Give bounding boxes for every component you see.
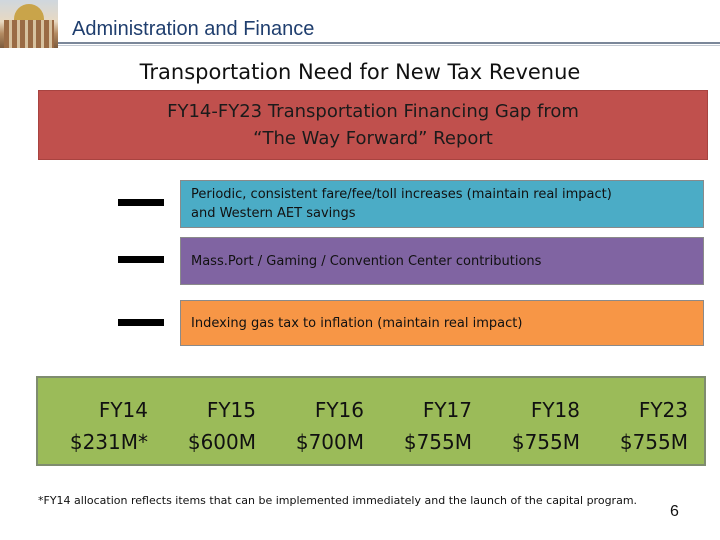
fy-year: FY17	[422, 398, 472, 422]
slide-title: Transportation Need for New Tax Revenue	[139, 60, 581, 84]
fy-amount: $700M	[295, 430, 364, 454]
fy-amount: $600M	[187, 430, 256, 454]
footnote: *FY14 allocation reflects items that can…	[38, 494, 638, 507]
fy-year: FY16	[314, 398, 364, 422]
gas-tax-box: Indexing gas tax to inflation (maintain …	[180, 300, 704, 346]
minus-sign-icon	[118, 256, 164, 263]
fy-amount: $755M	[619, 430, 688, 454]
financing-gap-box: FY14-FY23 Transportation Financing Gap f…	[38, 90, 708, 160]
fy-column: FY17 $755M	[362, 394, 472, 458]
fy-column: FY23 $755M	[578, 394, 688, 458]
fiscal-year-need-box: FY14 $231M* FY15 $600M FY16 $700M FY17 $…	[36, 376, 706, 466]
fy-year: FY23	[638, 398, 688, 422]
fare-increase-box: Periodic, consistent fare/fee/toll incre…	[180, 180, 704, 228]
fy-column: FY14 $231M*	[38, 394, 148, 458]
state-house-photo	[0, 0, 58, 48]
header-divider-thin	[58, 45, 720, 46]
building-shape	[4, 20, 54, 48]
minus-sign-icon	[118, 199, 164, 206]
fare-increase-line-2: and Western AET savings	[191, 206, 356, 221]
fy-column: FY16 $700M	[254, 394, 364, 458]
fy-amount: $755M	[403, 430, 472, 454]
fy-amount: $231M*	[69, 430, 148, 454]
financing-gap-line-2: “The Way Forward” Report	[253, 128, 493, 149]
fy-year: FY15	[206, 398, 256, 422]
minus-sign-icon	[118, 319, 164, 326]
page-number: 6	[670, 503, 679, 520]
fy-column: FY15 $600M	[146, 394, 256, 458]
contributions-box: Mass.Port / Gaming / Convention Center c…	[180, 237, 704, 285]
contributions-label: Mass.Port / Gaming / Convention Center c…	[191, 253, 542, 269]
dome-shape	[14, 4, 44, 22]
fy-column: FY18 $755M	[470, 394, 580, 458]
fy-amount: $755M	[511, 430, 580, 454]
financing-gap-line-1: FY14-FY23 Transportation Financing Gap f…	[167, 101, 579, 122]
gas-tax-label: Indexing gas tax to inflation (maintain …	[191, 315, 523, 331]
header-title: Administration and Finance	[72, 18, 315, 40]
header-divider	[58, 42, 720, 44]
fare-increase-line-1: Periodic, consistent fare/fee/toll incre…	[191, 187, 612, 202]
fy-year: FY18	[530, 398, 580, 422]
fy-year: FY14	[98, 398, 148, 422]
